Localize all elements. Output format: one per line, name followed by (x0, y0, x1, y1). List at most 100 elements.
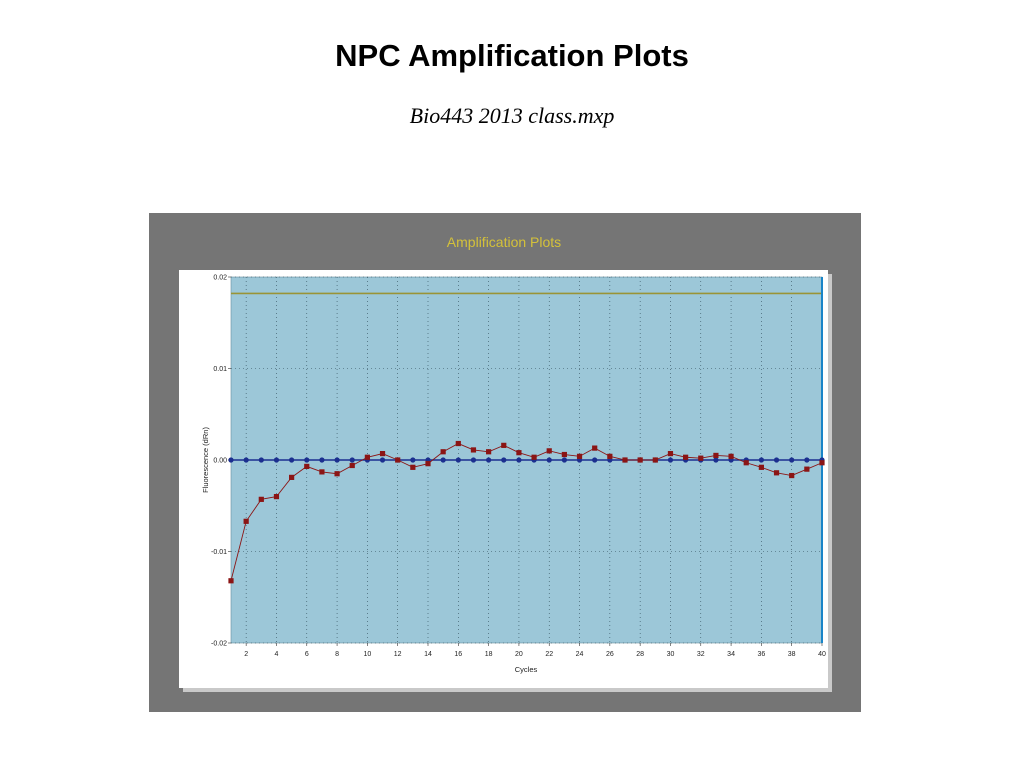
series-1-point (789, 457, 795, 463)
series-1-point (273, 457, 280, 463)
series-2-point (607, 453, 613, 459)
series-2-point (531, 454, 537, 460)
series-1-point (546, 457, 552, 463)
series-2-point (819, 460, 825, 466)
series-1-point (410, 457, 416, 463)
series-2-point (667, 450, 674, 457)
series-1-point (561, 457, 567, 463)
x-tick-label: 22 (545, 651, 553, 658)
x-tick-label: 40 (818, 651, 826, 658)
series-1-point (440, 457, 446, 463)
x-tick-label: 30 (667, 651, 675, 658)
series-2-point (622, 457, 628, 463)
series-2-point (304, 463, 310, 470)
series-1-point (258, 457, 264, 463)
tick-layer: 2 4 6 8 10 12 14 16 18 20 22 24 26 28 30 32 34 36 38 400.02… (211, 275, 826, 659)
series-2-point (758, 464, 764, 470)
series-2-point (789, 472, 795, 479)
series-2-point (576, 453, 583, 459)
series-2-point (289, 474, 295, 480)
slide-subtitle: Bio443 2013 class.mxp (409, 103, 615, 128)
series-1-point (758, 457, 764, 463)
series-2-point (728, 453, 734, 459)
series-2-point (349, 462, 355, 469)
series-2-point (637, 457, 643, 463)
series-1-point (804, 457, 810, 463)
y-tick-label: -0.02 (211, 641, 227, 648)
series-2-point (561, 451, 567, 458)
x-tick-label: 4 (275, 651, 279, 658)
chart-title: Amplification Plots (447, 234, 561, 250)
series-2-point (440, 449, 446, 455)
series-1-point (667, 457, 674, 463)
series-2-point (652, 457, 658, 463)
series-2-point (228, 578, 234, 584)
y-axis-label: Fluorescence (dRn) (201, 427, 210, 493)
series-2-point (379, 450, 386, 457)
series-1-point (470, 457, 477, 463)
y-tick-label: 0.02 (213, 275, 227, 282)
series-layer (228, 277, 825, 643)
series-2-point (455, 440, 461, 447)
amplification-chart: Amplification Plots 2 4 6 8 10 12 14 16 18 20 22 24… (179, 234, 832, 692)
series-1-point (334, 457, 340, 463)
series-2-point (804, 466, 810, 472)
x-tick-label: 28 (636, 651, 644, 658)
series-1-point (304, 457, 310, 463)
series-1-point (592, 457, 598, 463)
series-1-point (713, 457, 719, 463)
series-2-point (334, 471, 340, 477)
series-2-point (410, 464, 416, 470)
x-tick-label: 14 (424, 651, 432, 658)
x-tick-label: 2 (244, 651, 248, 658)
x-tick-label: 38 (788, 651, 796, 658)
series-2-point (319, 469, 325, 475)
series-2-point (516, 450, 522, 456)
series-2-point (592, 445, 598, 451)
series-2-point (395, 457, 401, 463)
series-1-point (379, 457, 386, 463)
series-line-2 (230, 443, 823, 581)
series-2-point (273, 494, 280, 500)
x-tick-label: 34 (727, 651, 735, 658)
x-tick-label: 32 (697, 651, 705, 658)
x-tick-label: 16 (454, 651, 462, 658)
x-tick-label: 12 (394, 651, 402, 658)
series-1-point (349, 457, 355, 463)
x-tick-label: 36 (757, 651, 765, 658)
series-2-point (546, 448, 552, 454)
y-tick-label: 0.00 (213, 458, 227, 465)
series-1-point (773, 457, 780, 463)
series-2-point (364, 454, 370, 460)
series-2-point (243, 518, 249, 524)
series-2-point (683, 454, 689, 460)
x-tick-label: 26 (606, 651, 614, 658)
x-tick-label: 8 (335, 651, 339, 658)
series-1-point (228, 457, 234, 463)
y-tick-label: 0.01 (213, 366, 227, 373)
series-1-point (289, 457, 295, 463)
series-2-point (501, 442, 507, 448)
series-1-point (455, 457, 461, 463)
series-1-point (516, 457, 522, 463)
x-tick-label: 10 (363, 651, 371, 658)
series-1-point (486, 457, 492, 463)
series-2-point (258, 496, 264, 502)
slide-title: NPC Amplification Plots (335, 38, 689, 73)
series-2-point (743, 460, 749, 466)
series-1-point (319, 457, 325, 463)
series-2-point (773, 470, 780, 476)
series-2-point (486, 449, 492, 455)
series-2-point (470, 447, 477, 453)
series-1-point (243, 457, 249, 463)
series-2-point (713, 452, 719, 459)
series-2-point (425, 461, 431, 467)
y-tick-label: -0.01 (211, 549, 227, 556)
chart-frame: Amplification Plots 2 4 6 8 10 12 14 16 18 20 22 24… (149, 213, 861, 712)
x-tick-label: 6 (305, 651, 309, 658)
x-tick-label: 18 (485, 651, 493, 658)
x-tick-label: 24 (576, 651, 584, 658)
x-tick-label: 20 (515, 651, 523, 658)
series-1-point (501, 457, 507, 463)
x-axis-label: Cycles (515, 665, 538, 674)
